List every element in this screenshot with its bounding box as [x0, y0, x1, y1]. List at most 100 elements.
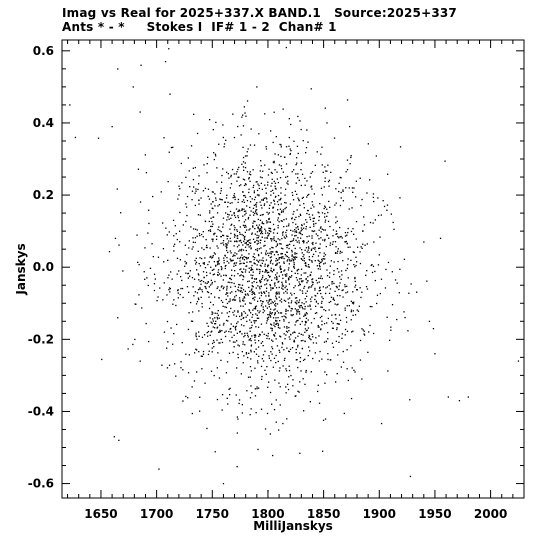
- data-point: [219, 330, 221, 333]
- data-point: [226, 302, 229, 305]
- data-point: [256, 239, 258, 242]
- data-point: [354, 286, 356, 288]
- data-point: [246, 155, 248, 157]
- data-point: [345, 292, 347, 294]
- data-point: [285, 281, 287, 283]
- data-point: [273, 334, 275, 336]
- data-point: [179, 188, 181, 190]
- data-point: [256, 237, 258, 239]
- data-point: [243, 195, 245, 197]
- data-point: [219, 342, 221, 344]
- data-point: [211, 238, 213, 240]
- data-point: [243, 296, 245, 298]
- data-point: [277, 259, 279, 261]
- data-point: [294, 190, 296, 192]
- data-point: [350, 230, 353, 233]
- data-point: [237, 210, 239, 213]
- data-point: [311, 261, 313, 263]
- data-point: [215, 265, 217, 267]
- data-point: [335, 246, 337, 248]
- data-point: [165, 227, 167, 229]
- data-point: [250, 344, 253, 346]
- data-point: [233, 193, 236, 195]
- data-point: [210, 293, 212, 295]
- data-point: [246, 240, 248, 242]
- data-point: [249, 206, 251, 209]
- data-point: [279, 312, 282, 314]
- data-point: [217, 271, 219, 273]
- data-point: [312, 357, 314, 360]
- data-point: [302, 339, 304, 342]
- data-point: [290, 123, 292, 126]
- data-point: [390, 326, 392, 328]
- data-point: [272, 232, 275, 234]
- data-point: [243, 317, 245, 319]
- data-point: [194, 291, 196, 293]
- data-point: [243, 310, 245, 313]
- data-point: [284, 316, 287, 318]
- data-point: [296, 359, 298, 361]
- data-point: [262, 257, 264, 259]
- data-point: [253, 144, 256, 146]
- data-point: [266, 300, 268, 302]
- data-point: [342, 296, 344, 298]
- data-point: [220, 190, 222, 192]
- data-point: [319, 266, 321, 268]
- data-point: [191, 248, 193, 250]
- data-point: [227, 213, 229, 215]
- data-point: [139, 201, 142, 203]
- data-point: [294, 247, 296, 250]
- data-point: [145, 172, 148, 174]
- data-point: [302, 280, 304, 282]
- data-point: [242, 362, 244, 364]
- data-point: [257, 317, 260, 319]
- data-point: [202, 350, 205, 353]
- data-point: [231, 291, 233, 293]
- data-point: [319, 268, 321, 270]
- data-point: [197, 250, 199, 252]
- data-point: [293, 292, 295, 295]
- data-point: [311, 188, 313, 190]
- data-point: [318, 216, 320, 218]
- data-point: [354, 371, 356, 373]
- data-point: [270, 130, 272, 132]
- data-point: [372, 196, 374, 199]
- data-point: [215, 238, 218, 240]
- data-point: [319, 247, 321, 249]
- data-point: [297, 335, 299, 337]
- data-point: [299, 247, 301, 249]
- data-point: [246, 314, 249, 316]
- data-point: [291, 270, 293, 272]
- data-point: [295, 395, 297, 397]
- data-point: [410, 283, 412, 285]
- data-point: [305, 312, 308, 314]
- data-point: [256, 250, 259, 252]
- data-point: [229, 187, 231, 189]
- data-point: [218, 297, 220, 299]
- data-point: [387, 370, 389, 372]
- data-point: [348, 305, 350, 307]
- data-point: [246, 320, 248, 323]
- data-point: [261, 227, 263, 229]
- data-point: [203, 262, 205, 264]
- data-point: [321, 258, 323, 261]
- data-point: [185, 272, 187, 274]
- data-point: [347, 379, 349, 382]
- data-point: [284, 300, 287, 302]
- data-point: [250, 408, 252, 410]
- data-point: [224, 201, 226, 203]
- data-point: [244, 334, 246, 337]
- data-point: [277, 324, 279, 327]
- data-point: [311, 237, 313, 239]
- data-point: [283, 320, 285, 322]
- data-point: [259, 264, 262, 266]
- data-point: [275, 293, 277, 295]
- data-point: [255, 181, 257, 183]
- data-point: [210, 203, 212, 205]
- data-point: [216, 326, 219, 328]
- data-point: [270, 194, 272, 196]
- data-point: [303, 410, 305, 412]
- data-point: [265, 269, 267, 271]
- data-point: [367, 351, 369, 353]
- data-point: [206, 322, 208, 324]
